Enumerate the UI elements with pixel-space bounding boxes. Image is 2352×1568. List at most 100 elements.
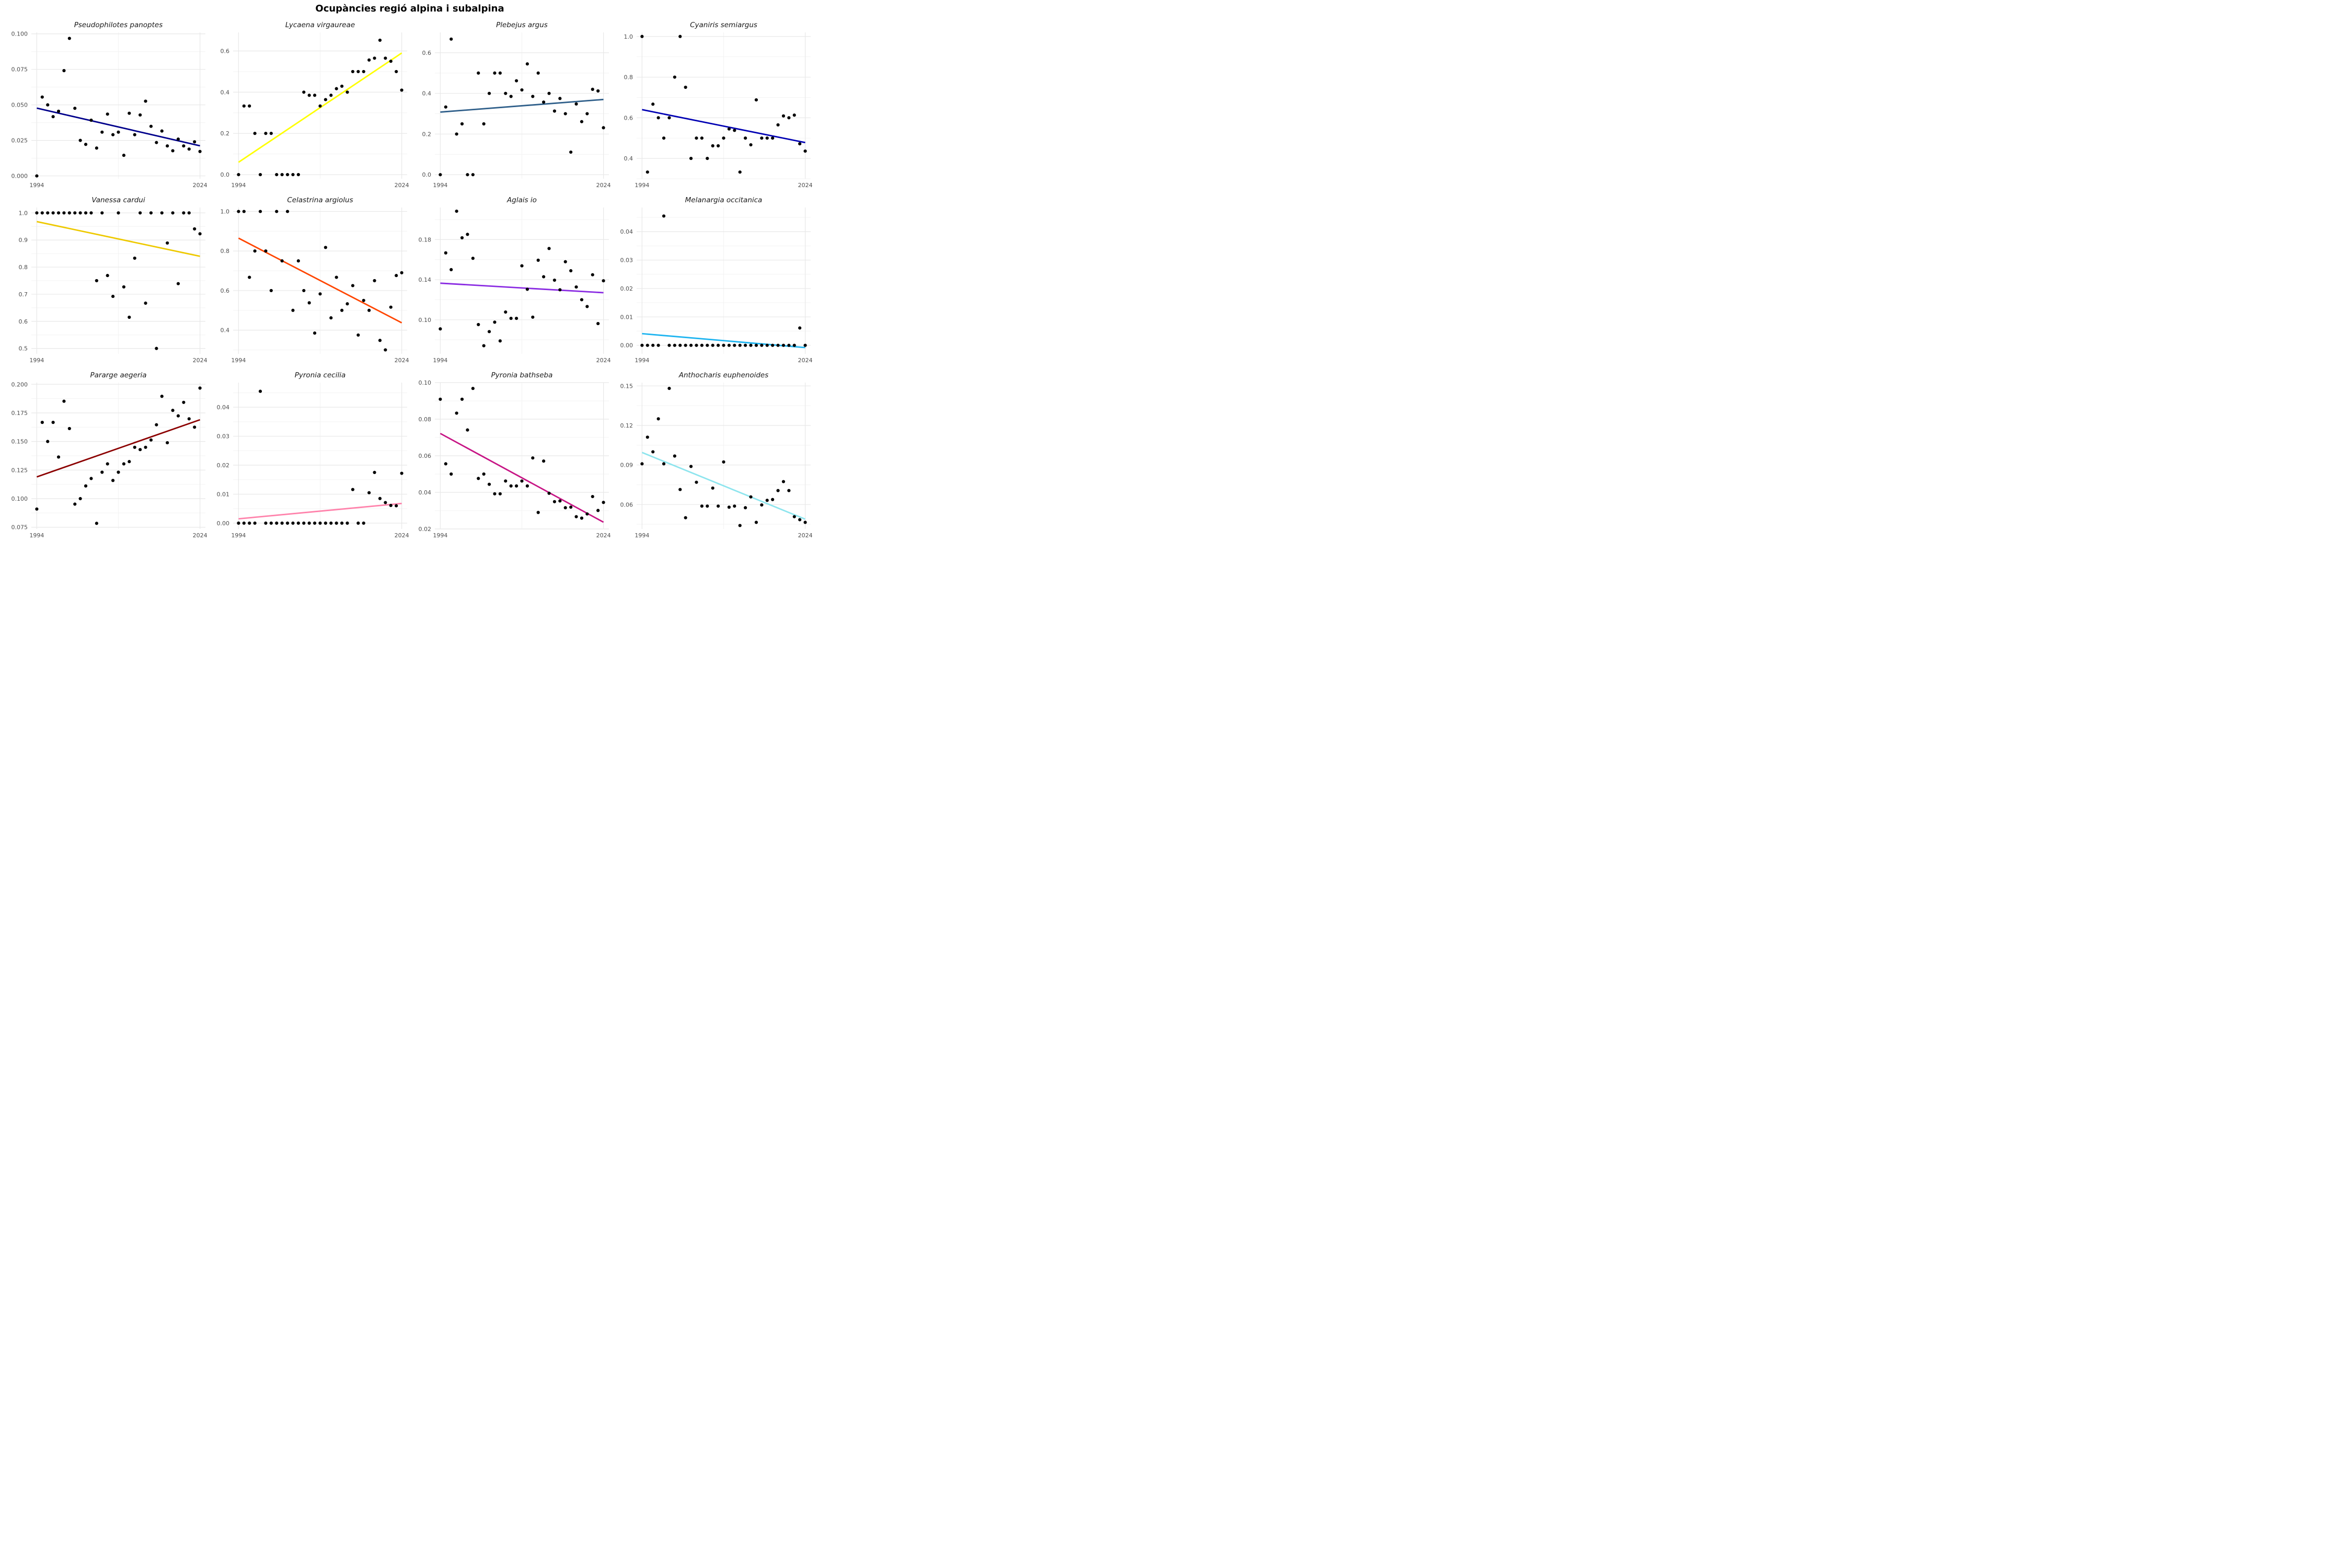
data-point — [439, 327, 442, 331]
data-point — [760, 503, 764, 507]
data-point — [242, 521, 246, 525]
data-point — [139, 113, 142, 117]
y-tick-label: 0.03 — [217, 433, 230, 440]
data-point — [318, 521, 322, 525]
data-point — [591, 87, 594, 91]
data-point — [781, 114, 786, 118]
data-point — [547, 247, 551, 250]
data-point — [95, 146, 98, 150]
data-point — [651, 343, 655, 347]
data-point — [602, 501, 605, 504]
data-point — [237, 173, 240, 177]
data-point — [275, 210, 279, 213]
data-point — [40, 421, 44, 424]
data-point — [84, 143, 88, 146]
y-tick-label: 0.4 — [221, 327, 230, 334]
data-point — [765, 136, 769, 140]
panel-title: Lycaena virgaureae — [285, 21, 355, 29]
data-point — [182, 400, 186, 404]
data-point — [498, 71, 502, 75]
data-point — [193, 140, 197, 144]
data-point — [645, 435, 649, 439]
data-point — [776, 343, 780, 347]
data-point — [269, 132, 273, 135]
data-point — [248, 275, 251, 279]
data-point — [296, 173, 300, 177]
data-point — [466, 173, 469, 177]
data-point — [711, 486, 714, 490]
data-point — [798, 518, 802, 522]
data-point — [291, 173, 295, 177]
data-point — [100, 130, 104, 134]
data-point — [62, 399, 66, 403]
data-point — [73, 502, 77, 506]
data-point — [444, 105, 447, 109]
data-point — [362, 298, 365, 302]
y-tick-label: 0.04 — [217, 404, 230, 411]
panel-title: Pararge aegeria — [90, 371, 147, 379]
data-point — [596, 89, 600, 93]
data-point — [269, 521, 273, 525]
data-point — [738, 343, 742, 347]
data-point — [776, 489, 780, 492]
data-point — [280, 173, 284, 177]
data-point — [662, 136, 666, 140]
y-tick-label: 0.15 — [620, 383, 633, 389]
panel-title: Plebejus argus — [496, 21, 548, 29]
data-point — [466, 233, 469, 236]
data-point — [296, 521, 300, 525]
data-point — [504, 479, 508, 483]
data-point — [313, 94, 317, 97]
data-point — [574, 285, 578, 289]
data-point — [744, 343, 747, 347]
data-point — [482, 344, 486, 348]
panel-10: 0.00 0.01 0.02 0.03 0.04 1994 2024 Pyronia ceci… — [217, 371, 409, 539]
x-tick-label: 2024 — [798, 532, 813, 539]
data-point — [727, 343, 731, 347]
data-point — [722, 343, 725, 347]
y-tick-label: 0.2 — [221, 130, 230, 137]
data-point — [122, 154, 126, 157]
data-point — [133, 256, 136, 260]
data-point — [640, 343, 644, 347]
data-point — [722, 136, 725, 140]
data-point — [84, 484, 88, 488]
data-point — [258, 389, 262, 393]
data-point — [389, 60, 393, 63]
data-point — [569, 150, 573, 154]
panel-8: 0.00 0.01 0.02 0.03 0.04 1994 2024 Melanargia o… — [620, 196, 813, 364]
data-point — [591, 494, 594, 499]
data-point — [673, 343, 676, 347]
data-point — [684, 85, 687, 89]
data-point — [678, 488, 682, 491]
data-point — [182, 211, 186, 215]
x-tick-label: 1994 — [29, 532, 44, 539]
data-point — [362, 521, 365, 525]
data-point — [558, 499, 562, 503]
data-point — [754, 98, 758, 102]
y-tick-label: 0.6 — [221, 48, 230, 54]
data-point — [711, 144, 714, 148]
data-point — [253, 521, 257, 525]
data-point — [711, 343, 714, 347]
data-point — [749, 495, 753, 499]
data-point — [771, 136, 775, 140]
x-tick-label: 2024 — [395, 532, 409, 539]
x-tick-label: 2024 — [798, 182, 813, 189]
data-point — [324, 246, 328, 249]
data-point — [35, 174, 39, 178]
data-point — [547, 91, 551, 95]
faceted-chart: Ocupàncies regió alpina i subalpina 0.00… — [0, 0, 820, 546]
y-tick-label: 0.050 — [11, 102, 28, 109]
data-point — [106, 112, 109, 116]
data-point — [111, 294, 115, 298]
data-point — [400, 271, 403, 274]
data-point — [662, 462, 666, 466]
data-point — [335, 87, 338, 90]
data-point — [128, 111, 131, 115]
data-point — [695, 480, 698, 484]
data-point — [574, 515, 578, 518]
y-tick-label: 0.125 — [11, 467, 28, 474]
data-point — [787, 116, 791, 120]
data-point — [171, 211, 175, 215]
